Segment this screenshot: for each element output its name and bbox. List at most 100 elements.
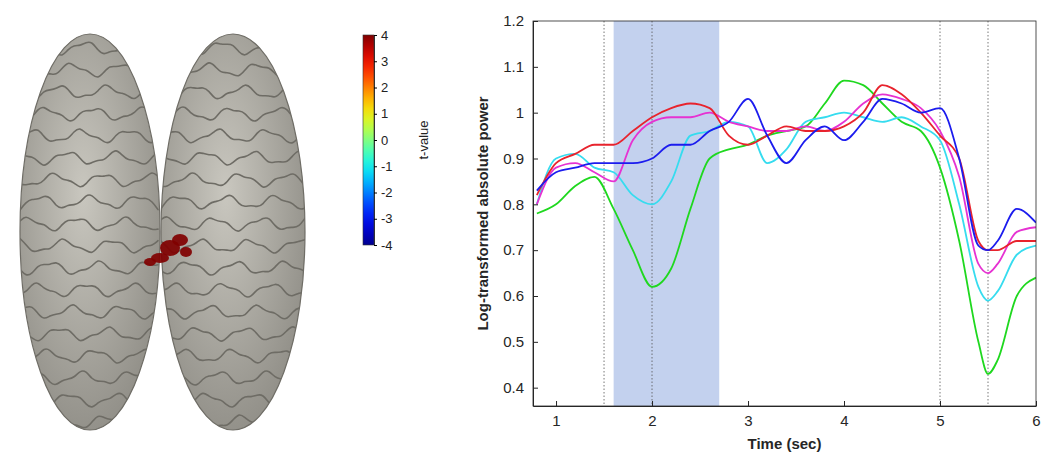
cluster-patch [180, 247, 192, 257]
sulcus [161, 392, 305, 407]
plot-frame [533, 21, 1036, 406]
colorbar-tick-mark [374, 88, 377, 89]
y-tick: 0.4 [503, 379, 538, 396]
y-tick-mark [533, 388, 538, 389]
y-axis-line [533, 22, 534, 407]
y-tick-mark [533, 296, 538, 297]
colorbar-tick-mark [374, 35, 377, 36]
sulcus [161, 151, 305, 165]
colorbar-axis: -4-3-2-101234 [374, 28, 393, 253]
y-tick-label: 0.4 [503, 379, 524, 396]
y-tick: 0.9 [503, 150, 538, 167]
y-tick: 0.6 [503, 287, 538, 304]
colorbar-tick-mark [374, 140, 377, 141]
y-tick-label: 0.5 [503, 333, 524, 350]
sulcus [20, 371, 158, 385]
line-chart: 1234560.40.50.60.70.80.911.11.2Time (sec… [474, 12, 1041, 452]
x-tick-mark [844, 401, 845, 406]
sulcus [20, 327, 158, 341]
y-tick-label: 0.9 [503, 150, 524, 167]
colorbar-title: t-value [416, 120, 431, 159]
colorbar-tick-label: -3 [381, 211, 393, 226]
sulcus [20, 107, 158, 121]
sulcus [161, 129, 305, 143]
event-line [988, 21, 989, 406]
y-tick-mark [533, 204, 538, 205]
sulcus [161, 415, 305, 429]
sulcus [20, 195, 158, 210]
sulcus [20, 151, 158, 165]
x-tick: 6 [1032, 401, 1040, 429]
series-line [537, 94, 1036, 273]
colorbar-tick: 3 [374, 54, 388, 69]
x-axis-line [534, 406, 1037, 407]
x-tick-mark [1036, 401, 1037, 406]
colorbar-tick-mark [374, 166, 377, 167]
series-line [537, 81, 1036, 374]
sulcus [161, 195, 305, 209]
x-axis: 1 2 3 4 5 6 [534, 401, 1041, 429]
series-line [537, 85, 1036, 250]
colorbar-tick: 0 [374, 133, 388, 148]
sulcus [20, 239, 158, 253]
event-line [940, 21, 941, 406]
colorbar-tick-label: 0 [381, 133, 388, 148]
y-tick: 0.7 [503, 241, 538, 258]
y-tick-mark [533, 342, 538, 343]
colorbar-tick: -3 [374, 211, 393, 226]
sulcus [20, 41, 158, 55]
colorbar-tick: 1 [374, 106, 388, 121]
sulcus [20, 63, 158, 77]
plot-area [533, 21, 1036, 406]
y-tick-label: 0.6 [503, 287, 524, 304]
cluster-patch [172, 234, 188, 246]
sulcus [161, 85, 305, 99]
colorbar: -4-3-2-101234t-value [363, 28, 431, 253]
colorbar-tick-label: -1 [381, 159, 393, 174]
colorbar-tick-mark [374, 219, 377, 220]
sulcus [161, 327, 305, 341]
y-tick-label: 1 [516, 104, 524, 121]
y-tick-label: 0.7 [503, 241, 524, 258]
x-tick: 3 [744, 401, 752, 429]
y-tick: 0.8 [503, 196, 538, 213]
brain-surface [20, 34, 305, 430]
y-tick-mark [533, 159, 538, 160]
highlight-window [614, 21, 720, 406]
colorbar-tick-mark [374, 193, 377, 194]
colorbar-tick: -4 [374, 238, 393, 253]
y-tick: 0.5 [503, 333, 538, 350]
x-tick: 2 [648, 401, 656, 429]
sulcus [20, 349, 158, 363]
sulcus [161, 173, 305, 187]
colorbar-tick: 4 [374, 28, 388, 43]
sulcus [161, 63, 305, 77]
colorbar-axis-line [375, 36, 378, 246]
x-tick: 1 [552, 401, 560, 429]
colorbar-tick: -1 [374, 159, 393, 174]
x-tick-label: 6 [1032, 412, 1040, 429]
colorbar-tick: -2 [374, 185, 393, 200]
colorbar-tick-label: -2 [381, 185, 393, 200]
colorbar-scale [363, 35, 374, 245]
y-axis: 0.40.50.60.70.80.911.11.2 [503, 12, 538, 406]
y-tick: 1 [516, 104, 538, 121]
series-line [537, 113, 1036, 301]
sulcus [161, 217, 305, 231]
sulcus [20, 415, 158, 430]
sulcus [20, 283, 158, 297]
series-line [537, 99, 1036, 250]
y-tick-mark [533, 250, 538, 251]
event-line [652, 21, 653, 406]
sulci [161, 41, 305, 429]
x-tick-label: 5 [936, 412, 944, 429]
x-tick-mark [748, 401, 749, 406]
sulcus [20, 129, 158, 143]
colorbar-tick-label: 1 [381, 106, 388, 121]
x-tick: 5 [936, 401, 944, 429]
sulcus [20, 217, 158, 231]
sulcus [161, 107, 305, 121]
hemisphere [161, 34, 305, 430]
x-tick-label: 2 [648, 412, 656, 429]
x-tick: 4 [840, 401, 848, 429]
